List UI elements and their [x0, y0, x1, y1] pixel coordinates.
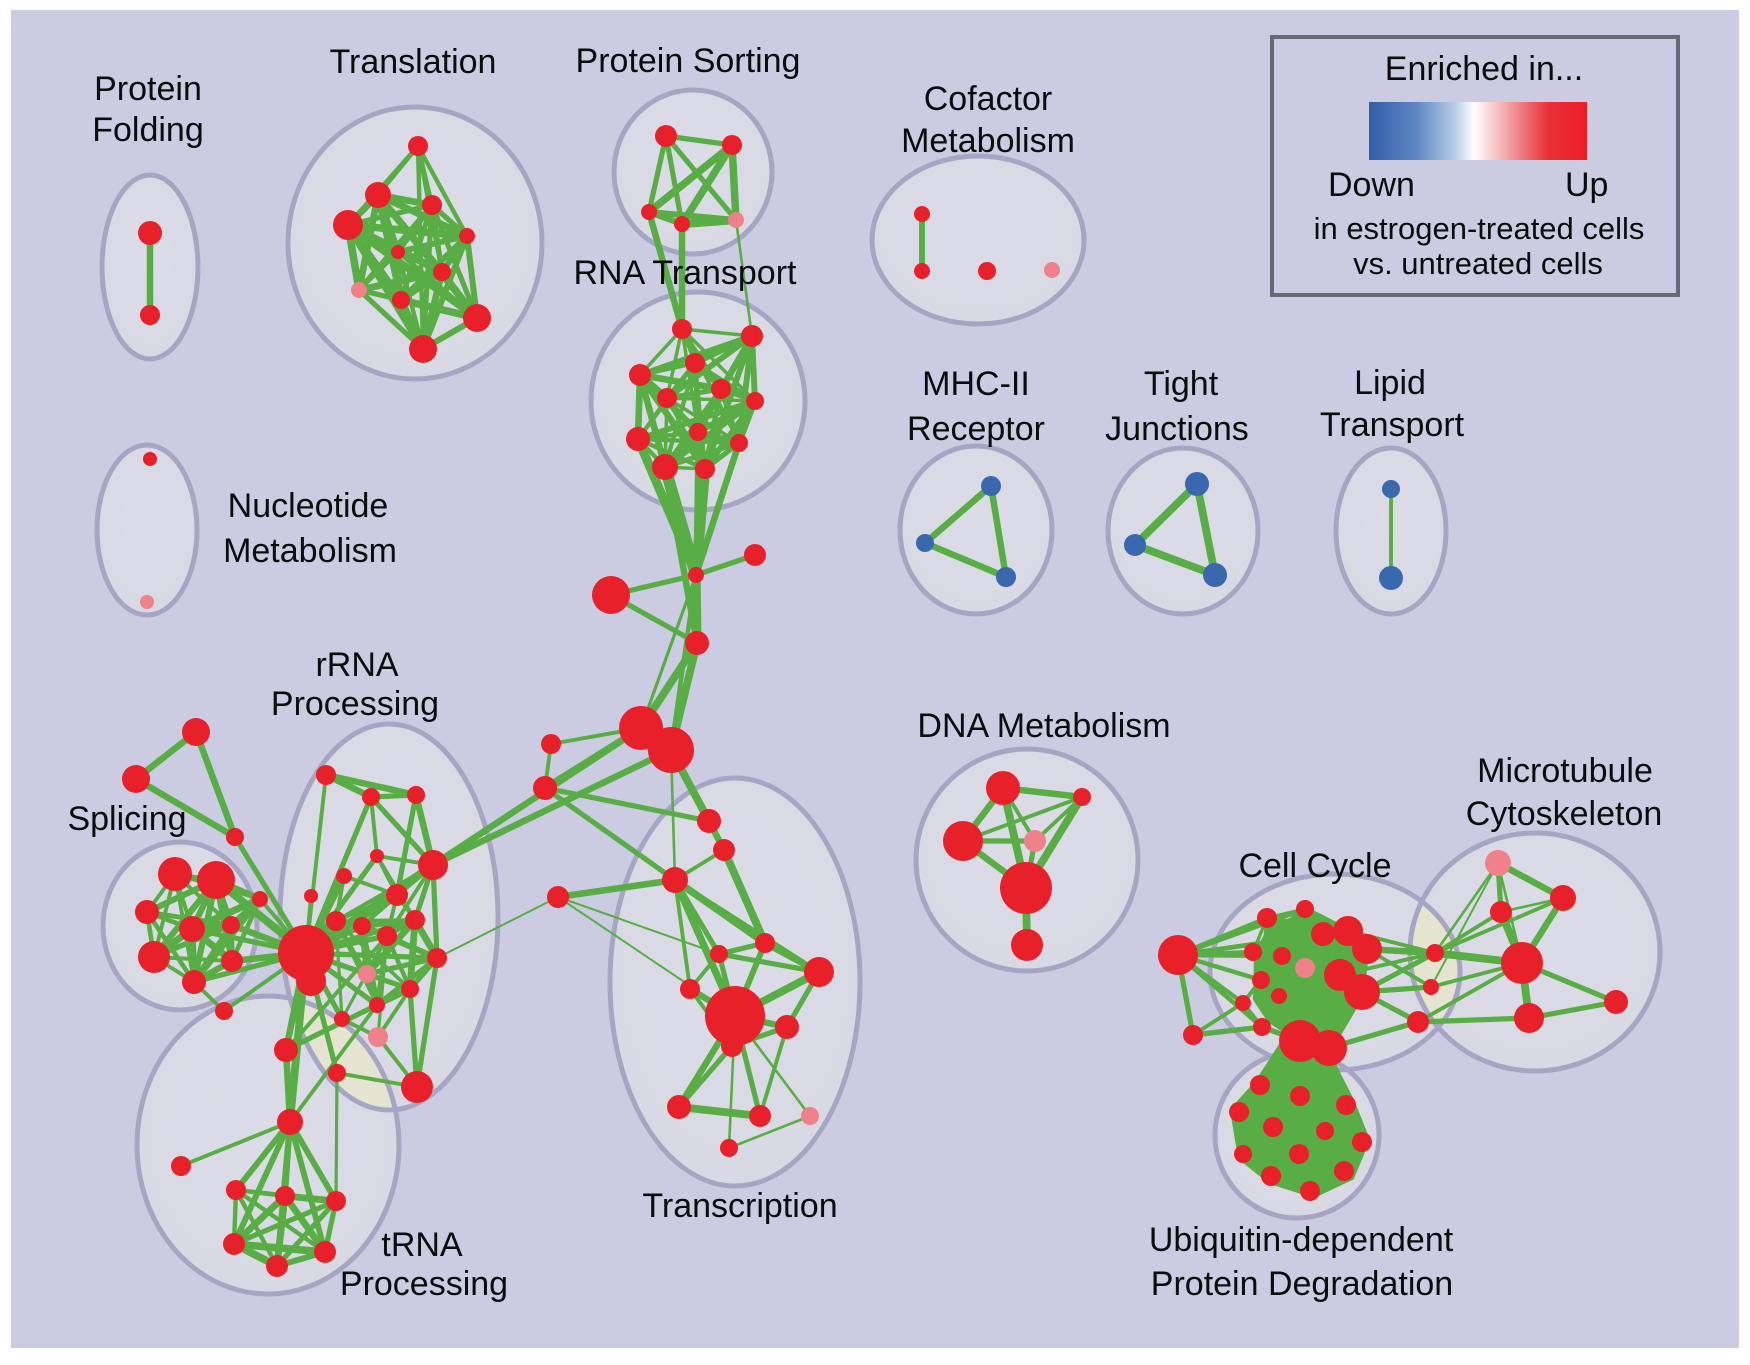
svg-text:Metabolism: Metabolism	[901, 122, 1075, 160]
svg-text:Processing: Processing	[271, 685, 439, 723]
svg-text:Processing: Processing	[340, 1265, 508, 1303]
svg-text:Protein Sorting: Protein Sorting	[576, 42, 801, 80]
svg-text:Cell Cycle: Cell Cycle	[1238, 847, 1391, 885]
svg-text:Lipid: Lipid	[1354, 364, 1426, 402]
svg-text:Folding: Folding	[92, 111, 204, 149]
svg-text:Cytoskeleton: Cytoskeleton	[1466, 795, 1663, 833]
svg-text:in estrogen-treated cells: in estrogen-treated cells	[1314, 211, 1645, 246]
svg-text:Translation: Translation	[330, 43, 497, 81]
svg-text:Microtubule: Microtubule	[1477, 752, 1653, 790]
svg-text:tRNA: tRNA	[381, 1226, 463, 1264]
svg-text:RNA Transport: RNA Transport	[574, 254, 798, 292]
svg-text:Tight: Tight	[1144, 365, 1219, 403]
svg-text:DNA Metabolism: DNA Metabolism	[917, 707, 1170, 745]
svg-text:Enriched in...: Enriched in...	[1385, 50, 1583, 88]
svg-text:Cofactor: Cofactor	[924, 80, 1053, 118]
svg-text:Junctions: Junctions	[1105, 410, 1249, 448]
svg-text:Receptor: Receptor	[907, 410, 1045, 448]
svg-text:Up: Up	[1565, 166, 1608, 204]
svg-text:Ubiquitin-dependent: Ubiquitin-dependent	[1149, 1221, 1454, 1259]
svg-text:Protein: Protein	[94, 70, 202, 108]
svg-text:Transport: Transport	[1320, 406, 1465, 444]
svg-text:Nucleotide: Nucleotide	[228, 487, 389, 525]
svg-text:MHC-II: MHC-II	[922, 365, 1030, 403]
svg-text:vs. untreated cells: vs. untreated cells	[1353, 246, 1603, 281]
svg-text:Down: Down	[1328, 166, 1415, 204]
svg-text:Protein Degradation: Protein Degradation	[1151, 1265, 1453, 1303]
svg-text:Splicing: Splicing	[67, 800, 186, 838]
svg-text:Metabolism: Metabolism	[223, 532, 397, 570]
svg-text:rRNA: rRNA	[315, 646, 398, 684]
svg-text:Transcription: Transcription	[642, 1187, 837, 1225]
